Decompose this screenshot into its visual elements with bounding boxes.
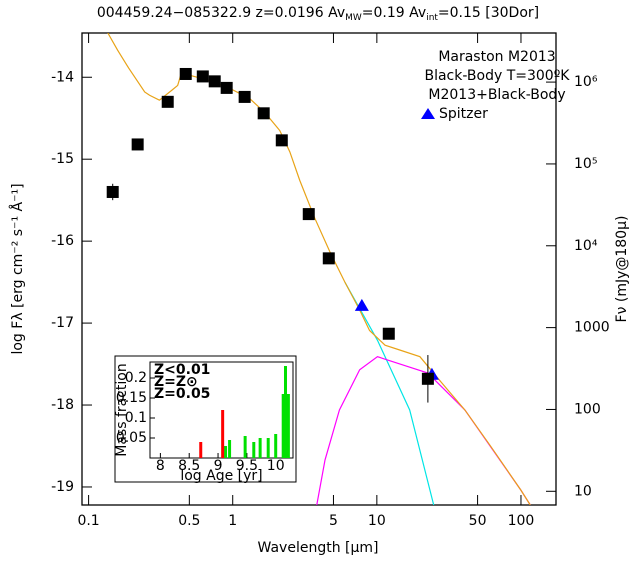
marker [208, 75, 221, 88]
inset-legend-entry: Z<0.01 [154, 362, 210, 378]
inset-y-label: Mass fraction [114, 363, 130, 456]
inset-frame [114, 355, 297, 483]
legend-entry: M2013+Black-Body [428, 87, 565, 103]
marker [421, 372, 434, 385]
y-tick-label: -17 [51, 315, 74, 331]
bar [243, 436, 247, 458]
y2-axis-label: Fν (mJy@180μ) [614, 216, 630, 323]
marker [106, 185, 119, 198]
x-tick-label: 0.1 [77, 513, 99, 529]
marker [257, 107, 270, 120]
y2-tick-label: 10 [574, 483, 592, 499]
bar [281, 394, 285, 458]
bar [252, 442, 256, 458]
bar [266, 438, 270, 458]
marker [382, 327, 395, 340]
y2-tick-label: 10⁵ [574, 156, 597, 172]
x-tick-label: 10 [368, 513, 386, 529]
marker [131, 138, 144, 151]
y-axis-label: log Fλ [erg cm⁻² s⁻¹ Å⁻¹] [9, 183, 26, 354]
inset-y-tick-label: 0.15 [116, 390, 147, 406]
x-tick-label: 1 [228, 513, 237, 529]
plot-frame [81, 32, 557, 506]
bar [286, 394, 290, 458]
line [344, 281, 435, 505]
marker [196, 70, 209, 83]
y-tick-label: -19 [51, 479, 74, 495]
y2-tick-label: 10⁶ [574, 74, 598, 90]
legend-entry: Black-Body T=300ºK [424, 68, 570, 84]
bar [199, 442, 203, 458]
x-tick-label: 0.5 [178, 513, 200, 529]
x-tick-label: 5 [329, 513, 338, 529]
x-tick-label: 50 [469, 513, 487, 529]
legend-entry: Maraston M2013 [438, 49, 555, 65]
y-tick-label: -15 [51, 151, 74, 167]
bar [221, 410, 225, 458]
chart-title: 004459.24−085322.9 z=0.0196 AvMW=0.19 Av… [97, 5, 539, 23]
y2-tick-label: 100 [574, 401, 601, 417]
x-axis-label: Wavelength [μm] [258, 540, 379, 556]
title-part: MW [345, 13, 362, 23]
marker [161, 95, 174, 108]
y-tick-label: -18 [51, 397, 74, 413]
inset-x-tick-label: 9.5 [236, 458, 258, 474]
title-part: int [426, 13, 438, 23]
inset-x-tick-label: 8 [156, 458, 165, 474]
marker [220, 81, 233, 94]
marker [322, 252, 335, 265]
legend-entry: Spitzer [439, 106, 488, 122]
inset-y-tick-label: 0.2 [125, 370, 147, 386]
inset-x-tick-label: 8.5 [178, 458, 200, 474]
bar [228, 440, 232, 458]
y-tick-label: -14 [51, 69, 74, 85]
title-part: =0.19 Av [362, 5, 426, 21]
bar [284, 366, 288, 458]
y2-tick-label: 10⁴ [574, 238, 598, 254]
marker [302, 208, 315, 221]
plot-area [106, 33, 531, 505]
inset-x-label: log Age [yr] [180, 468, 262, 484]
inset-x-tick-label: 9 [214, 458, 223, 474]
title-part: =0.15 [30Dor] [438, 5, 539, 21]
y-tick-label: -16 [51, 233, 74, 249]
bar [224, 446, 228, 458]
x-tick-label: 100 [508, 513, 535, 529]
y2-tick-label: 1000 [574, 320, 610, 336]
marker [238, 90, 251, 103]
inset-legend-entry: Z=0.05 [154, 386, 210, 402]
legend-marker [421, 108, 435, 119]
inset-legend-entry: Z=Z⊙ [154, 374, 198, 390]
bar [258, 438, 262, 458]
marker [275, 134, 288, 147]
bar [274, 434, 278, 458]
inset-y-tick-label: 0.05 [116, 430, 147, 446]
inset-x-tick-label: 10 [267, 458, 285, 474]
marker [179, 67, 192, 80]
marker [354, 298, 369, 311]
inset-y-tick-label: 0.1 [125, 410, 147, 426]
title-part: 004459.24−085322.9 z=0.0196 Av [97, 5, 345, 21]
